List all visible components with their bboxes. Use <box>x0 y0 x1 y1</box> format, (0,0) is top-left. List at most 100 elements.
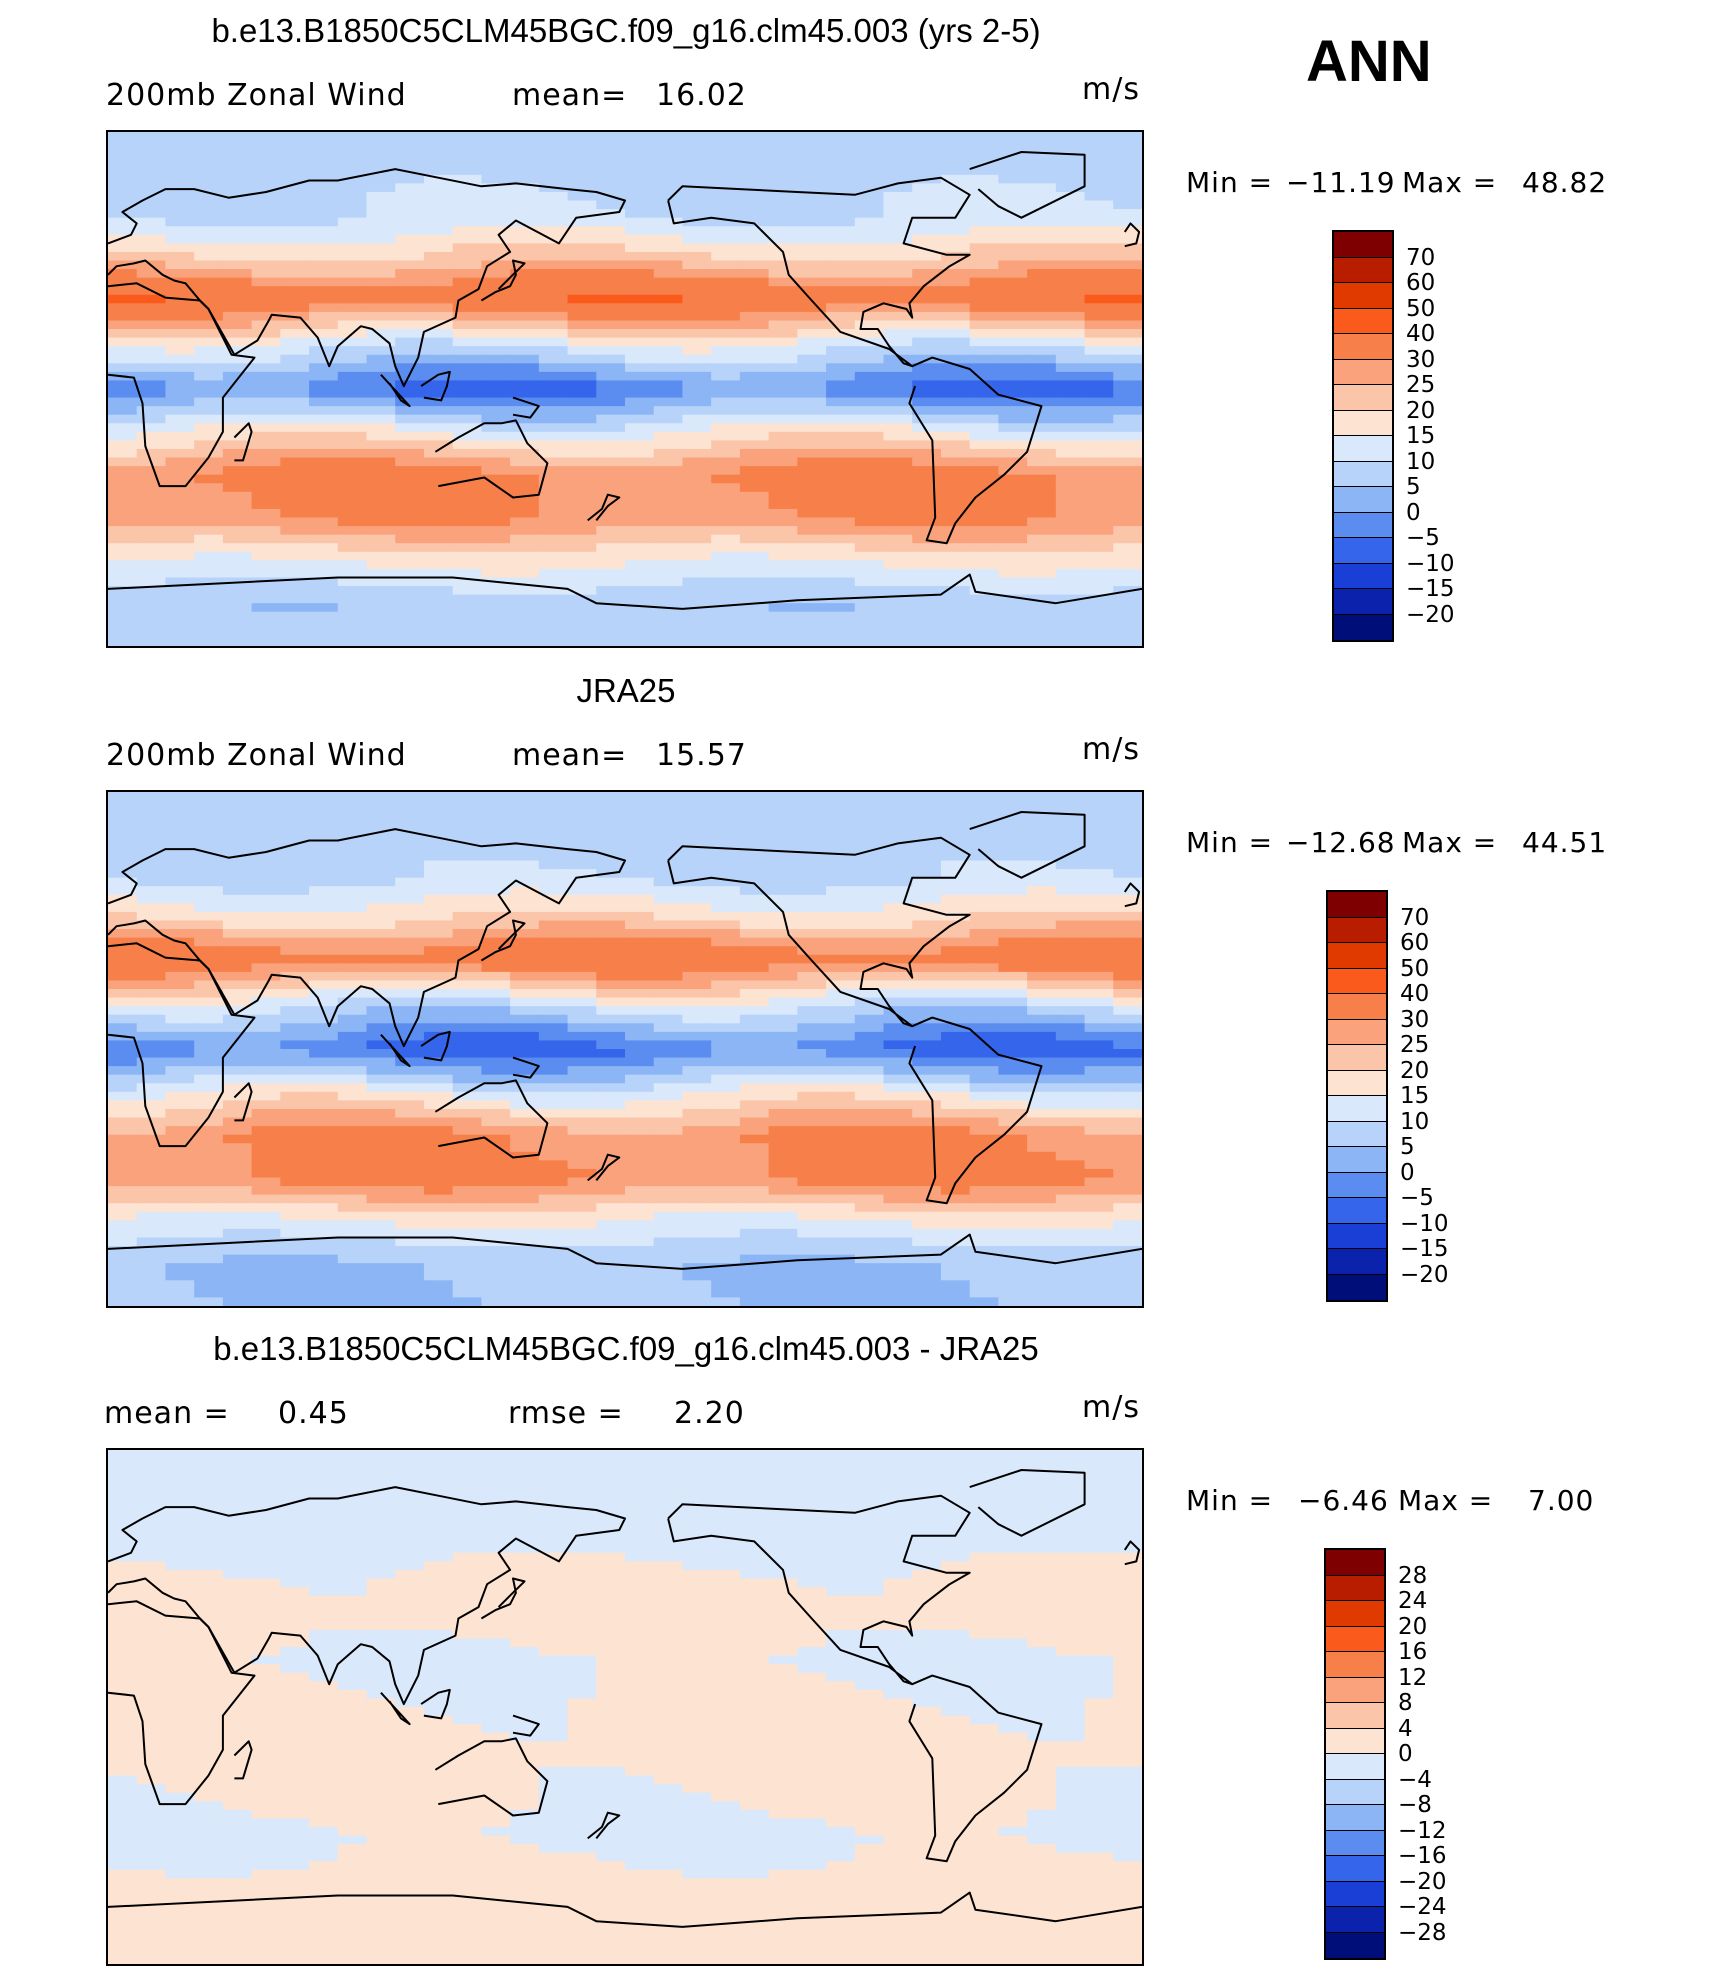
map-cell <box>1084 277 1114 287</box>
map-cell <box>222 963 253 973</box>
map-cell <box>653 543 684 553</box>
map-cell <box>452 337 482 347</box>
map-cell <box>826 809 856 819</box>
map-cell <box>108 337 138 347</box>
map-cell <box>1113 1271 1142 1281</box>
map-cell <box>940 329 971 339</box>
map-cell <box>711 1168 741 1179</box>
map-cell <box>251 414 281 424</box>
map-cell <box>739 954 770 964</box>
map-cell <box>998 560 1028 570</box>
map-cell <box>682 389 712 399</box>
map-cell <box>395 1544 425 1554</box>
map-cell <box>108 431 138 441</box>
map-cell <box>682 1160 712 1170</box>
map-cell <box>912 628 942 639</box>
map-cell <box>1055 414 1086 424</box>
map-cell <box>194 946 224 956</box>
map-cell <box>998 1066 1028 1076</box>
map-cell <box>136 586 167 596</box>
map-cell <box>309 508 339 519</box>
map-cell <box>337 1049 368 1059</box>
map-cell <box>883 1049 913 1059</box>
map-cell <box>1113 500 1142 510</box>
map-cell <box>711 1450 741 1460</box>
map-cell <box>538 869 569 879</box>
map-cell <box>854 303 885 313</box>
map-cell <box>280 1023 310 1033</box>
map-cell <box>194 294 224 304</box>
map-cell <box>481 800 511 810</box>
map-cell <box>165 1569 195 1580</box>
map-cell <box>969 1518 999 1528</box>
map-cell <box>510 1177 540 1187</box>
map-cell <box>711 586 741 596</box>
map-cell <box>165 457 195 467</box>
map-cell <box>366 886 396 896</box>
map-cell <box>567 1023 597 1033</box>
map-cell <box>194 869 224 879</box>
map-cell <box>423 1023 454 1033</box>
map-cell <box>826 1014 856 1024</box>
map-cell <box>940 1535 971 1545</box>
map-cell <box>969 911 999 922</box>
map-cell <box>165 637 195 646</box>
map-cell <box>108 929 138 939</box>
coastline <box>587 1153 621 1182</box>
map-cell <box>423 251 454 262</box>
map-cell <box>940 440 971 450</box>
map-cell <box>538 234 569 244</box>
map-cell <box>251 448 281 459</box>
map-cell <box>366 1288 396 1299</box>
map-cell <box>481 277 511 287</box>
map-cell <box>538 423 569 433</box>
map-cell <box>912 971 942 982</box>
map-cell <box>1113 517 1142 527</box>
map-cell <box>194 526 224 536</box>
map-cell <box>711 1288 741 1299</box>
map-cell <box>452 251 482 262</box>
map-cell <box>854 826 885 836</box>
map-cell <box>711 226 741 236</box>
map-cell <box>309 903 339 913</box>
map-cell <box>1084 354 1114 364</box>
map-cell <box>309 792 339 802</box>
map-cell <box>395 500 425 510</box>
map-cell <box>108 1237 138 1247</box>
map-cell <box>768 1151 798 1161</box>
map-cell <box>1113 1023 1142 1033</box>
map-cell <box>423 1246 454 1256</box>
map-cell <box>1113 414 1142 424</box>
map-cell <box>452 1544 482 1554</box>
map-cell <box>768 209 798 219</box>
map-cell <box>682 826 712 836</box>
map-cell <box>596 149 626 159</box>
map-cell <box>998 1057 1028 1067</box>
map-cell <box>366 474 396 484</box>
map-cell <box>739 243 770 253</box>
map-cell <box>538 1237 569 1247</box>
map-cell <box>309 132 339 142</box>
map-cell <box>395 903 425 913</box>
map-cell <box>596 440 626 450</box>
map-cell <box>682 440 712 450</box>
map-cell <box>768 809 798 819</box>
coastline <box>969 811 1086 879</box>
map-cell <box>423 792 454 802</box>
map-cell <box>797 380 827 390</box>
map-cell <box>309 954 339 964</box>
map-cell <box>1084 474 1114 484</box>
map-cell <box>1055 1194 1086 1204</box>
map-cell <box>280 286 310 296</box>
map-cell <box>653 903 684 913</box>
map-cell <box>883 1535 913 1545</box>
map-cell <box>510 1040 540 1050</box>
map-cell <box>222 1254 253 1264</box>
map-cell <box>222 286 253 296</box>
map-cell <box>711 166 741 176</box>
map-cell <box>538 346 569 356</box>
map-cell <box>797 834 827 844</box>
map-cell <box>653 209 684 219</box>
map-cell <box>940 1057 971 1067</box>
map-cell <box>969 1220 999 1230</box>
